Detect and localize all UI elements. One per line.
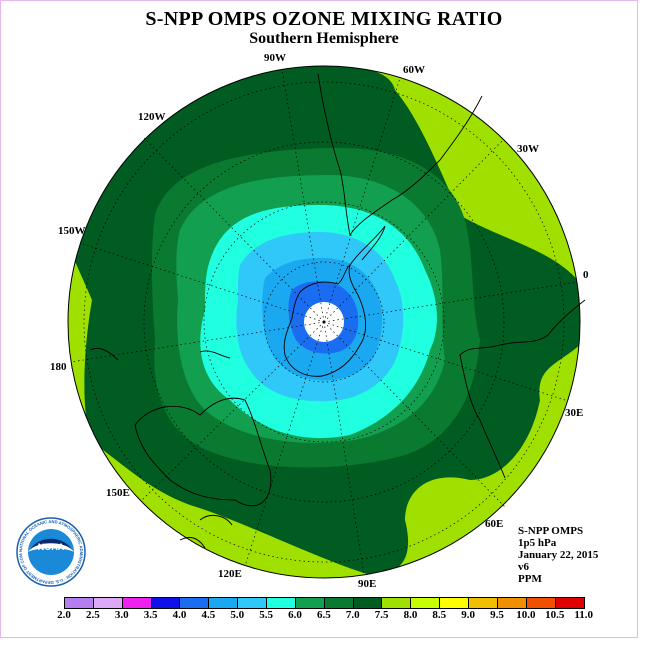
colorbar-tick-label: 4.0 [172, 609, 187, 621]
logo-text: NOAA [38, 542, 65, 552]
lon-label-30e: 30E [565, 407, 583, 419]
colorbar-tick-label: 6.0 [288, 609, 302, 621]
colorbar [64, 597, 586, 609]
noaa-logo: NATIONAL OCEANIC AND ATMOSPHERIC ADMINIS… [16, 517, 86, 587]
colorbar-tick-label: 8.0 [403, 609, 418, 621]
colorbar-swatch [353, 598, 383, 608]
colorbar-tick-label: 9.5 [490, 609, 504, 621]
lon-label-0: 0 [583, 269, 589, 281]
colorbar-swatch [180, 598, 210, 608]
info-instrument: S-NPP OMPS [518, 525, 584, 537]
colorbar-tick-label: 4.5 [201, 609, 216, 621]
colorbar-tick-label: 10.0 [516, 609, 536, 621]
colorbar-swatch [295, 598, 325, 608]
info-date: January 22, 2015 [518, 549, 599, 561]
map-border [67, 65, 581, 579]
lon-label-30w: 30W [517, 143, 539, 155]
lon-label-90e: 90E [358, 578, 376, 590]
colorbar-swatch [65, 598, 94, 608]
lon-label-60w: 60W [403, 64, 425, 76]
longitude-labels: 90W 60W 30W 0 30E 60E 90E 120E 150E 180 … [50, 52, 589, 590]
coastlines [89, 73, 586, 549]
colorbar-tick-label: 7.5 [374, 609, 389, 621]
antarctic-peninsula [349, 225, 386, 266]
colorbar-tick-label: 2.5 [85, 609, 100, 621]
indian-ocean-islands [179, 514, 233, 549]
africa-coast [459, 299, 586, 479]
colorbar-swatch [151, 598, 181, 608]
colorbar-swatch [469, 598, 498, 608]
figure-frame [0, 0, 638, 638]
colorbar-tick-label: 7.0 [345, 609, 360, 621]
colorbar-swatch [238, 598, 268, 608]
colorbar-tick-label: 11.0 [574, 609, 593, 621]
lon-label-150e: 150E [106, 487, 130, 499]
colorbar-tick-label: 5.5 [259, 609, 273, 621]
lon-label-150w: 150W [58, 225, 86, 237]
new-zealand-coast [89, 347, 231, 361]
colorbar-tick-label: 3.0 [114, 609, 129, 621]
colorbar-swatch [411, 598, 441, 608]
antarctica-coast [283, 264, 367, 377]
lon-label-90w: 90W [264, 52, 286, 64]
info-block: S-NPP OMPS 1p5 hPa January 22, 2015 v6 P… [518, 525, 598, 585]
colorbar-swatch [267, 598, 296, 608]
colorbar-tick-label: 5.0 [230, 609, 245, 621]
info-version: v6 [518, 561, 529, 573]
lon-label-180: 180 [50, 361, 67, 373]
australia-coast [134, 397, 272, 507]
south-america-coast [317, 73, 483, 237]
info-units: PPM [518, 573, 542, 585]
colorbar-tick-label: 8.5 [432, 609, 447, 621]
colorbar-swatch [209, 598, 239, 608]
colorbar-swatch [497, 598, 527, 608]
colorbar-swatch [382, 598, 412, 608]
colorbar-swatch [555, 598, 585, 608]
info-level: 1p5 hPa [518, 537, 557, 549]
colorbar-tick-label: 6.5 [316, 609, 331, 621]
map-title: S-NPP OMPS OZONE MIXING RATIO [145, 8, 503, 30]
map-subtitle: Southern Hemisphere [249, 30, 399, 47]
colorbar-swatch [122, 598, 152, 608]
colorbar-swatch [440, 598, 470, 608]
colorbar-swatch [324, 598, 354, 608]
graticule [70, 68, 578, 576]
colorbar-swatch [526, 598, 556, 608]
lon-label-120e: 120E [218, 568, 242, 580]
lon-label-60e: 60E [485, 518, 503, 530]
colorbar-swatch [93, 598, 123, 608]
colorbar-ticks: 2.0 2.5 3.0 3.5 4.0 4.5 5.0 5.5 6.0 6.5 7.0 7.5 8.0 8… [54, 609, 614, 623]
colorbar-tick-label: 9.0 [461, 609, 476, 621]
colorbar-tick-label: 3.5 [143, 609, 158, 621]
colorbar-tick-label: 10.5 [545, 609, 565, 621]
lon-label-120w: 120W [138, 111, 166, 123]
colorbar-tick-label: 2.0 [57, 609, 71, 621]
